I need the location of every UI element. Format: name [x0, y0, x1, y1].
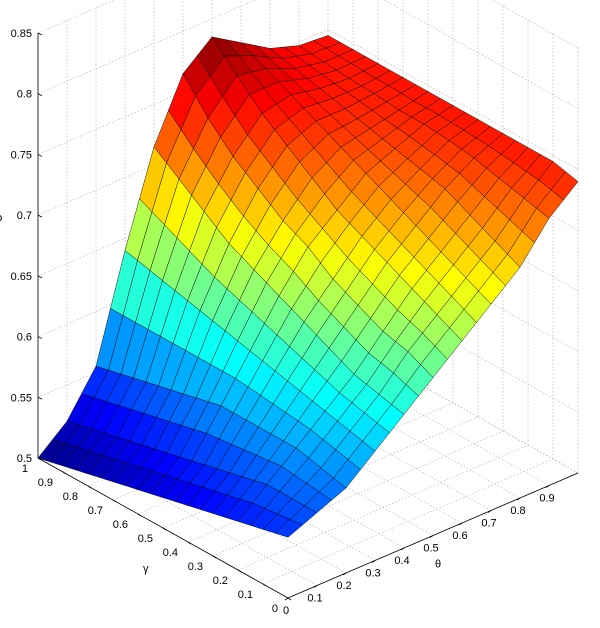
y-tick-label: 0.1	[238, 589, 253, 601]
axes	[37, 32, 579, 601]
x-tick-label: 0.9	[539, 493, 554, 505]
z-tick-label: 0.75	[11, 149, 32, 161]
y-axis-label: γ	[143, 563, 149, 575]
z-tick-mark	[37, 93, 43, 97]
x-tick-label: 0.5	[423, 543, 438, 555]
x-tick-label: 0.3	[365, 568, 380, 580]
x-tick-mark	[342, 572, 347, 576]
y-tick-mark	[287, 597, 292, 601]
y-tick-label: 0.4	[163, 547, 178, 559]
z-tick-label: 0.5	[17, 453, 32, 465]
y-tick-label: 0.8	[63, 491, 78, 503]
y-tick-label: 0.2	[213, 575, 228, 587]
x-tick-mark	[400, 547, 405, 551]
y-tick-label: 0	[272, 603, 278, 615]
x-tick-label: 0.2	[336, 580, 351, 592]
z-tick-label: 0.55	[11, 392, 32, 404]
y-tick-mark	[262, 583, 267, 587]
tick-labels: 0 0.1 0.2 0.3 0.4 0.5 0.6 0.7 0.8 0.9 0 0.1 0.2 0.3 0.…	[11, 28, 555, 617]
z-tick-mark	[37, 214, 43, 218]
x-axis-label: θ	[435, 559, 441, 571]
y-tick-label: 0.5	[138, 533, 153, 545]
y-tick-label: 0.3	[188, 561, 203, 573]
z-tick-mark	[37, 396, 43, 400]
z-axis-label: ρ	[0, 212, 2, 224]
z-tick-label: 0.7	[17, 210, 32, 222]
x-tick-mark	[371, 560, 376, 563]
x-tick-label: 0.8	[510, 505, 525, 517]
y-tick-label: 0.9	[38, 477, 53, 489]
z-tick-mark	[37, 154, 43, 157]
x-tick-mark	[458, 522, 463, 526]
z-tick-mark	[37, 32, 43, 36]
y-tick-mark	[137, 513, 142, 517]
floor-grid-line	[212, 430, 504, 557]
y-tick-mark	[62, 471, 67, 475]
y-tick-mark	[112, 499, 117, 503]
x-tick-mark	[487, 510, 492, 513]
x-tick-mark	[313, 585, 318, 588]
z-tick-mark	[37, 275, 43, 279]
z-tick-label: 0.65	[11, 271, 32, 283]
surface-mesh	[37, 35, 579, 538]
x-tick-mark	[429, 535, 434, 538]
y-tick-label: 0.6	[113, 519, 128, 531]
y-tick-mark	[237, 569, 242, 573]
y-tick-mark	[212, 555, 217, 559]
z-tick-label: 0.6	[17, 332, 32, 344]
y-tick-mark	[187, 541, 192, 545]
z-tick-mark	[37, 336, 43, 339]
z-tick-label: 0.8	[17, 89, 32, 101]
y-tick-label: 1	[22, 463, 28, 475]
z-tick-label: 0.85	[11, 28, 32, 40]
y-tick-label: 0.7	[88, 505, 103, 517]
wall-grid-line	[37, 0, 257, 95]
x-tick-label: 0.1	[307, 593, 322, 605]
x-tick-mark	[545, 485, 550, 488]
wall-grid-line	[37, 0, 116, 34]
x-tick-mark	[516, 497, 521, 501]
y-tick-mark	[87, 485, 92, 489]
x-tick-mark	[284, 597, 289, 601]
x-tick-label: 0.6	[452, 530, 467, 542]
y-tick-mark	[162, 527, 167, 531]
surface-patch	[275, 519, 303, 538]
x-tick-label: 0.4	[394, 555, 409, 567]
wall-grid-line	[327, 29, 579, 170]
x-tick-label: 0	[283, 605, 289, 617]
x-tick-label: 0.7	[481, 518, 496, 530]
z-tick-mark	[37, 457, 43, 461]
